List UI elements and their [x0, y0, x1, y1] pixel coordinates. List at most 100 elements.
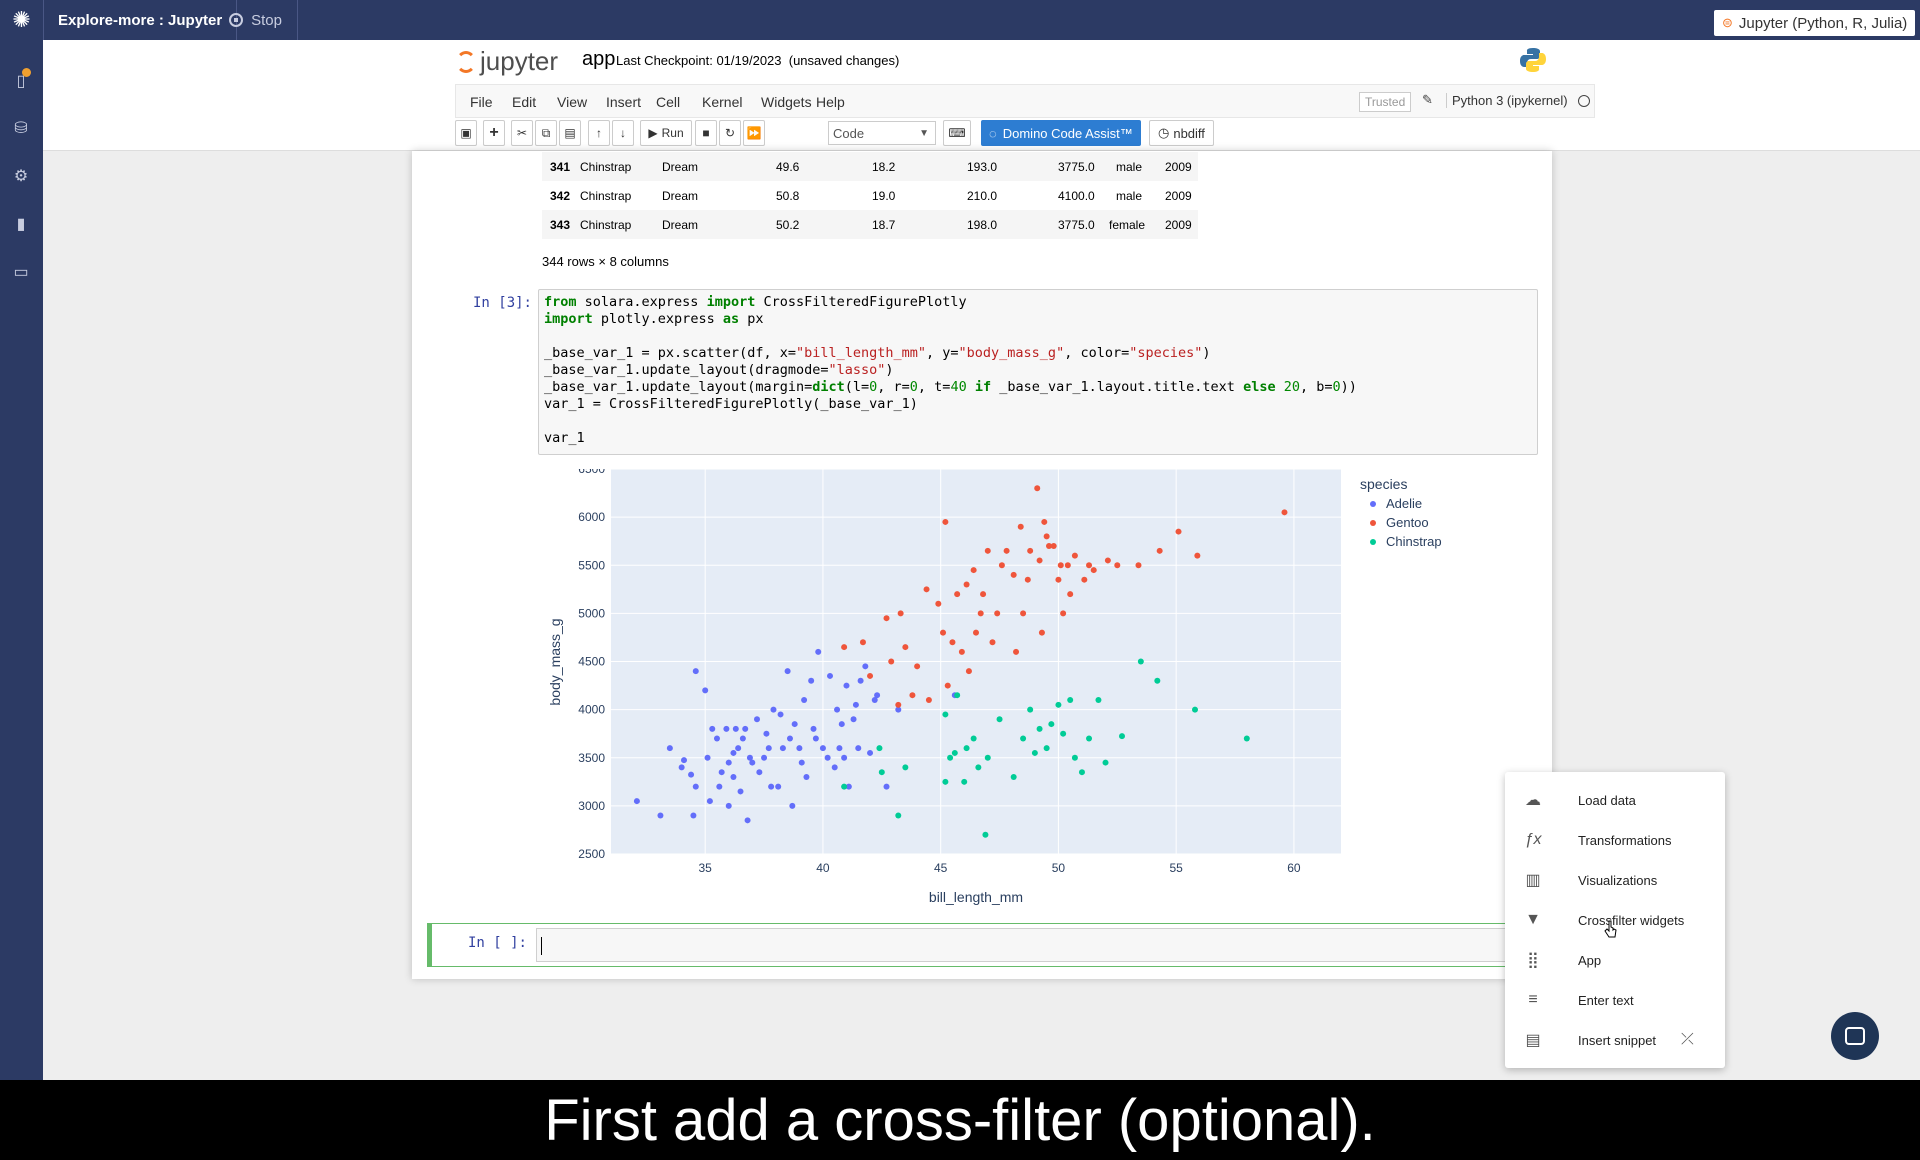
gear-icon[interactable]: ⚙ — [13, 168, 29, 185]
data-point-chinstrap — [895, 812, 902, 819]
table-row: 343 Chinstrap Dream 50.2 18.7 198.0 3775… — [542, 210, 1198, 239]
mouse-pointer-icon — [1604, 920, 1617, 938]
data-point-chinstrap — [1010, 774, 1017, 780]
data-point-chinstrap — [1243, 735, 1250, 742]
legend[interactable]: Adelie Gentoo Chinstrap — [1370, 496, 1442, 549]
menu-view[interactable]: View — [557, 94, 588, 110]
data-point-adelie — [862, 663, 869, 670]
stop-kernel-icon[interactable]: ■ — [695, 120, 717, 146]
wand-off-icon[interactable]: ⤫ — [1681, 1031, 1694, 1048]
save-icon[interactable]: ▣ — [455, 120, 477, 146]
jupyter-header: jupyter app Last Checkpoint: 01/19/2023 … — [456, 40, 1594, 84]
move-down-icon[interactable]: ↓ — [612, 120, 634, 146]
legend-marker — [1370, 501, 1376, 507]
data-point-gentoo — [1057, 562, 1064, 569]
nbdiff-button[interactable]: ◷ nbdiff — [1149, 120, 1214, 146]
data-point-chinstrap — [961, 778, 968, 785]
menu-item-visualizations[interactable]: ▥ Visualizations — [1505, 860, 1725, 900]
menu-item-enter-text[interactable]: ≡ Enter text — [1505, 980, 1725, 1020]
data-point-chinstrap — [878, 769, 885, 776]
x-tick-label: 40 — [816, 861, 830, 875]
data-point-gentoo — [935, 600, 942, 607]
data-point-chinstrap — [841, 783, 848, 790]
scatter-plot[interactable]: 2500 3000 3500 4000 4500 5000 5500 6000 6500 35 4… — [538, 469, 1538, 919]
data-point-adelie — [831, 764, 838, 771]
pencil-icon[interactable]: ✎ — [1422, 92, 1433, 107]
legend-item-adelie[interactable]: Adelie — [1386, 496, 1422, 511]
jupyter-logo[interactable]: jupyter — [456, 46, 558, 77]
y-tick-label: 6000 — [578, 510, 605, 524]
data-point-adelie — [739, 735, 746, 742]
filter-icon: ▼ — [1525, 911, 1541, 928]
data-point-gentoo — [1013, 648, 1020, 655]
menu-insert[interactable]: Insert — [606, 94, 642, 110]
restart-icon[interactable]: ↻ — [719, 120, 741, 146]
fast-forward-icon[interactable]: ⏩ — [743, 120, 765, 146]
menu-edit[interactable]: Edit — [512, 94, 537, 110]
menu-item-label: Crossfilter widgets — [1578, 912, 1685, 928]
data-point-chinstrap — [1060, 730, 1067, 737]
menu-item-crossfilter-widgets[interactable]: ▼ Crossfilter widgets — [1505, 900, 1725, 940]
data-point-gentoo — [1050, 543, 1057, 549]
data-point-gentoo — [1135, 562, 1142, 569]
code-cell-input[interactable]: from solara.express import CrossFiltered… — [538, 289, 1538, 455]
python-logo-icon — [1520, 48, 1546, 72]
copy-icon[interactable]: ⧉ — [535, 120, 557, 146]
database-icon[interactable]: ⛁ — [14, 120, 28, 137]
data-point-adelie — [704, 754, 711, 761]
menu-kernel[interactable]: Kernel — [702, 94, 743, 110]
data-point-adelie — [803, 774, 810, 780]
empty-code-cell[interactable]: In [ ]: — [427, 923, 1540, 967]
cut-icon[interactable]: ✂ — [511, 120, 533, 146]
menu-file[interactable]: File — [470, 94, 493, 110]
data-point-adelie — [871, 697, 878, 703]
cell-type-select[interactable]: Code ▼ — [828, 121, 936, 145]
data-point-gentoo — [942, 518, 949, 525]
data-point-adelie — [843, 682, 850, 689]
data-point-gentoo — [1010, 571, 1017, 578]
legend-item-gentoo[interactable]: Gentoo — [1386, 515, 1429, 530]
grid-icon: ⣿ — [1527, 952, 1539, 969]
text-cursor — [541, 937, 542, 955]
stop-button[interactable]: Stop — [214, 0, 298, 40]
data-point-adelie — [756, 769, 763, 776]
legend-item-chinstrap[interactable]: Chinstrap — [1386, 534, 1442, 549]
menu-item-load-data[interactable]: ☁ Load data — [1505, 780, 1725, 820]
bar-chart-icon[interactable]: ▮ — [16, 216, 26, 233]
paste-icon[interactable]: ▤ — [559, 120, 581, 146]
card-icon[interactable]: ▭ — [13, 264, 29, 281]
menu-widgets[interactable]: Widgets — [761, 94, 812, 110]
stop-label: Stop — [251, 11, 282, 29]
add-cell-icon[interactable]: + — [483, 120, 505, 146]
menu-item-transformations[interactable]: ƒx Transformations — [1505, 820, 1725, 860]
menu-item-insert-snippet[interactable]: ▤ Insert snippet ⤫ — [1505, 1020, 1725, 1060]
empty-cell-input[interactable] — [536, 928, 1536, 962]
menu-item-app[interactable]: ⣿ App — [1505, 940, 1725, 980]
snippet-icon: ▤ — [1525, 1032, 1541, 1049]
domino-logo-icon[interactable]: ✺ — [12, 7, 31, 32]
play-icon: ▶ — [648, 126, 658, 140]
top-bar: ✺ Explore-more : Jupyter Stop ⊜ Jupyter … — [0, 0, 1920, 40]
notebook-icon[interactable]: ▯ — [16, 73, 26, 90]
data-point-adelie — [777, 711, 784, 718]
kernel-name[interactable]: Python 3 (ipykernel) — [1446, 93, 1568, 108]
move-up-icon[interactable]: ↑ — [588, 120, 610, 146]
stop-icon — [229, 13, 244, 27]
menu-cell[interactable]: Cell — [656, 94, 681, 110]
chat-button[interactable] — [1831, 1012, 1879, 1060]
data-point-adelie — [791, 721, 798, 728]
trusted-indicator[interactable]: Trusted — [1359, 92, 1412, 112]
menu-help[interactable]: Help — [816, 94, 845, 110]
keyboard-icon[interactable]: ⌨ — [943, 120, 971, 146]
data-point-adelie — [713, 735, 720, 742]
data-point-chinstrap — [1192, 706, 1198, 713]
domino-code-assist-button[interactable]: ◌ Domino Code Assist™ — [981, 120, 1141, 146]
environment-badge[interactable]: ⊜ Jupyter (Python, R, Julia) — [1714, 10, 1916, 36]
data-point-adelie — [735, 745, 742, 752]
notebook-name[interactable]: app — [582, 48, 616, 70]
data-point-adelie — [779, 745, 786, 752]
notebook-body: 341 Chinstrap Dream 49.6 18.2 193.0 3775… — [412, 151, 1552, 979]
data-point-gentoo — [1194, 552, 1201, 559]
run-button[interactable]: ▶ Run — [640, 120, 692, 146]
cell-sex: female — [1109, 218, 1146, 232]
